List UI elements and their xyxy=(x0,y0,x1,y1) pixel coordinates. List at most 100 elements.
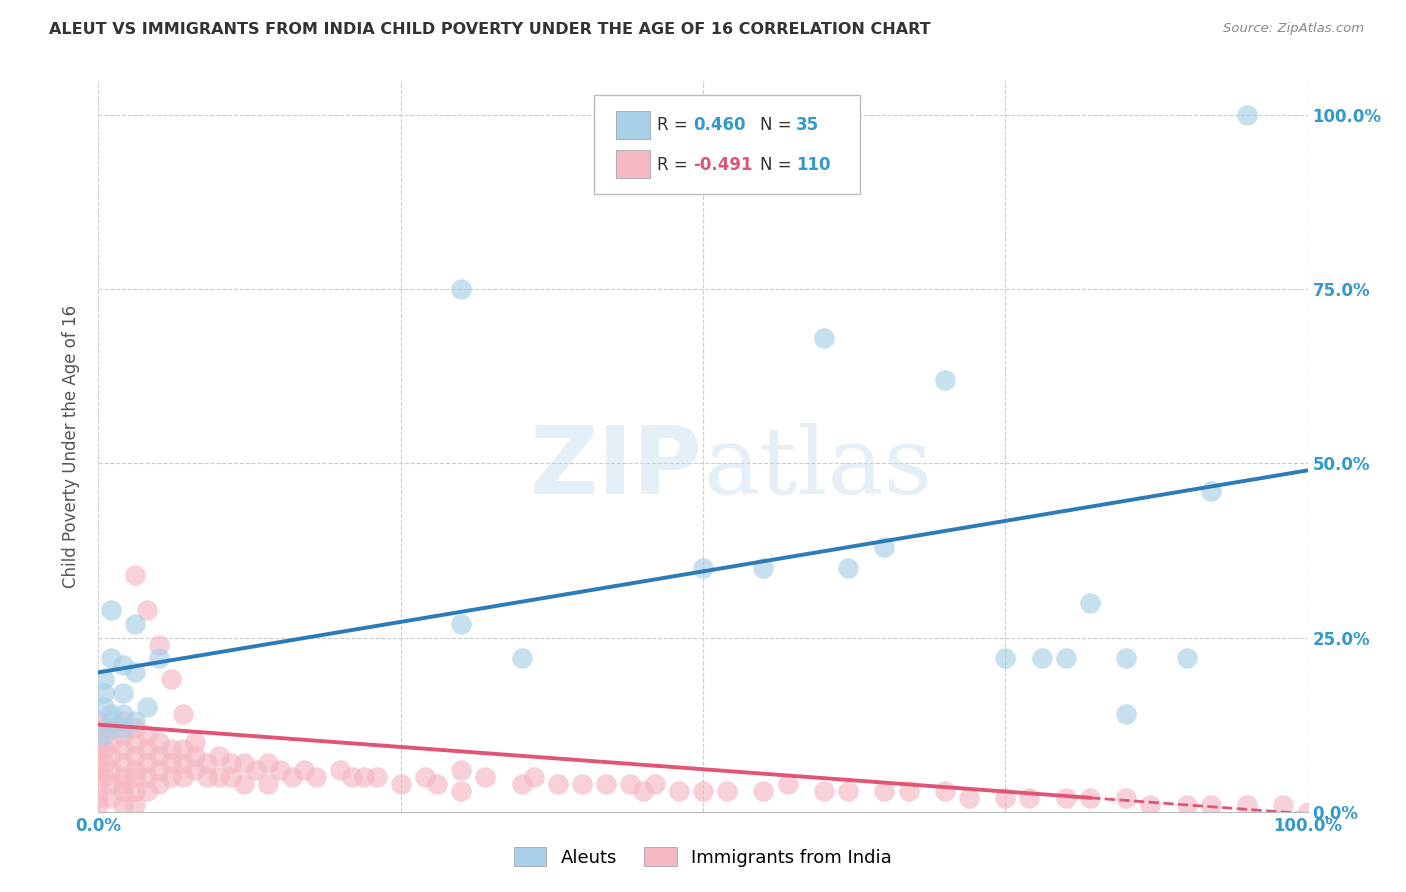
Text: 110: 110 xyxy=(796,155,831,174)
Point xyxy=(329,763,352,777)
Point xyxy=(208,749,231,764)
Point xyxy=(195,756,218,770)
Point xyxy=(111,777,134,791)
Point xyxy=(124,735,146,749)
Point xyxy=(93,673,115,687)
Point xyxy=(172,707,194,722)
Point xyxy=(100,714,122,728)
Point xyxy=(752,561,775,575)
Point xyxy=(135,603,157,617)
Legend: Aleuts, Immigrants from India: Aleuts, Immigrants from India xyxy=(506,840,900,874)
Point xyxy=(245,763,267,777)
Point xyxy=(111,721,134,735)
Point xyxy=(644,777,666,791)
Point xyxy=(87,735,110,749)
Point xyxy=(1199,797,1222,812)
Point xyxy=(184,749,207,764)
Point xyxy=(837,561,859,575)
FancyBboxPatch shape xyxy=(616,111,650,139)
Point xyxy=(692,561,714,575)
Point xyxy=(1236,797,1258,812)
Point xyxy=(124,714,146,728)
Point xyxy=(523,770,546,784)
Point xyxy=(1139,797,1161,812)
Point xyxy=(474,770,496,784)
Point xyxy=(100,763,122,777)
Point xyxy=(281,770,304,784)
Point xyxy=(571,777,593,791)
Point xyxy=(619,777,641,791)
Point xyxy=(87,777,110,791)
Point xyxy=(1078,596,1101,610)
Point xyxy=(366,770,388,784)
Point xyxy=(124,567,146,582)
Point xyxy=(221,756,243,770)
Point xyxy=(111,714,134,728)
Point xyxy=(1175,651,1198,665)
Point xyxy=(160,742,183,756)
Text: ALEUT VS IMMIGRANTS FROM INDIA CHILD POVERTY UNDER THE AGE OF 16 CORRELATION CHA: ALEUT VS IMMIGRANTS FROM INDIA CHILD POV… xyxy=(49,22,931,37)
Point xyxy=(148,763,170,777)
Point xyxy=(957,790,980,805)
Point xyxy=(450,763,472,777)
Point xyxy=(1031,651,1053,665)
Point xyxy=(631,784,654,798)
Point xyxy=(87,790,110,805)
Point xyxy=(232,777,254,791)
Point xyxy=(837,784,859,798)
Text: atlas: atlas xyxy=(703,423,932,513)
Point xyxy=(426,777,449,791)
Point xyxy=(93,721,115,735)
Point xyxy=(873,540,896,554)
Point xyxy=(934,373,956,387)
Point xyxy=(1236,108,1258,122)
Point xyxy=(100,790,122,805)
Text: Source: ZipAtlas.com: Source: ZipAtlas.com xyxy=(1223,22,1364,36)
Point xyxy=(450,616,472,631)
Point xyxy=(135,756,157,770)
Point xyxy=(148,638,170,652)
Point xyxy=(135,770,157,784)
Point xyxy=(994,651,1017,665)
Point xyxy=(221,770,243,784)
Point xyxy=(934,784,956,798)
Point xyxy=(547,777,569,791)
Point xyxy=(93,742,115,756)
Point xyxy=(752,784,775,798)
Point xyxy=(208,770,231,784)
Point xyxy=(292,763,315,777)
Point xyxy=(172,756,194,770)
Point xyxy=(1078,790,1101,805)
Point xyxy=(256,756,278,770)
Point xyxy=(692,784,714,798)
Point xyxy=(776,777,799,791)
Point xyxy=(93,686,115,700)
Point xyxy=(510,777,533,791)
Point xyxy=(256,777,278,791)
Point xyxy=(100,749,122,764)
Point xyxy=(111,784,134,798)
Point xyxy=(1199,484,1222,499)
Point xyxy=(1115,707,1137,722)
Point xyxy=(353,770,375,784)
FancyBboxPatch shape xyxy=(616,150,650,178)
Point xyxy=(100,651,122,665)
Text: N =: N = xyxy=(759,155,797,174)
Point xyxy=(184,763,207,777)
Point xyxy=(111,797,134,812)
Text: N =: N = xyxy=(759,116,797,134)
Text: -0.491: -0.491 xyxy=(693,155,752,174)
Point xyxy=(135,742,157,756)
Point xyxy=(87,714,110,728)
FancyBboxPatch shape xyxy=(595,95,860,194)
Point xyxy=(124,784,146,798)
Point xyxy=(124,763,146,777)
Point xyxy=(813,331,835,345)
Point xyxy=(668,784,690,798)
Point xyxy=(716,784,738,798)
Point xyxy=(111,707,134,722)
Point xyxy=(1115,790,1137,805)
Text: R =: R = xyxy=(657,116,693,134)
Point xyxy=(232,756,254,770)
Y-axis label: Child Poverty Under the Age of 16: Child Poverty Under the Age of 16 xyxy=(62,304,80,588)
